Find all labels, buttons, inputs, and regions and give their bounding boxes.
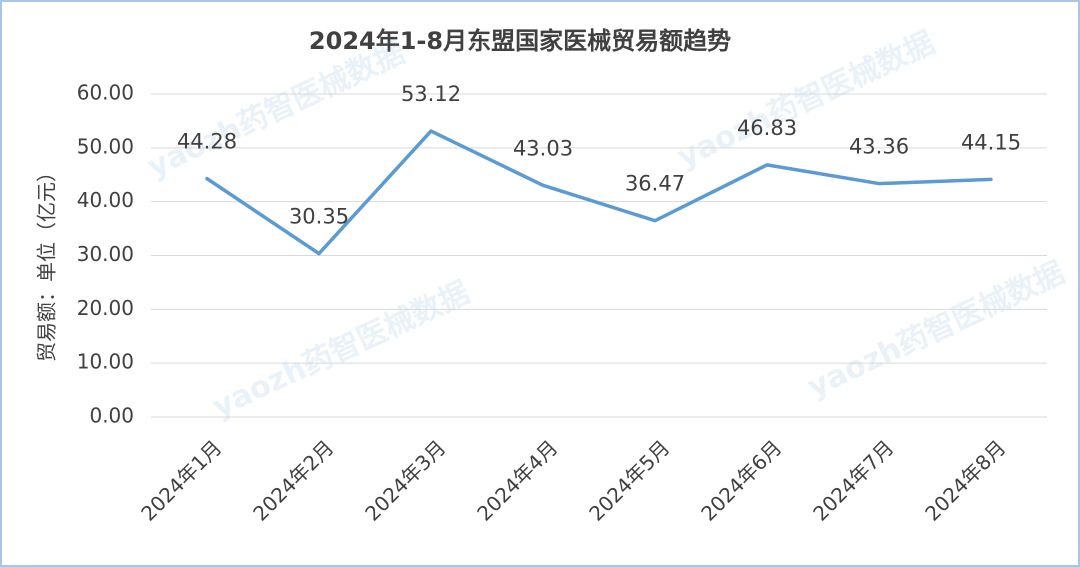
y-tick-label: 50.00 <box>77 134 134 158</box>
y-tick-label: 40.00 <box>77 188 134 212</box>
y-tick-label: 20.00 <box>77 296 134 320</box>
data-label: 43.36 <box>849 135 909 159</box>
data-label: 44.28 <box>177 130 237 154</box>
y-tick-label: 0.00 <box>89 404 134 428</box>
y-tick-label: 60.00 <box>77 81 134 105</box>
data-label: 36.47 <box>625 172 685 196</box>
data-label: 44.15 <box>961 130 1021 154</box>
data-label: 43.03 <box>513 136 573 160</box>
data-label: 46.83 <box>737 116 797 140</box>
y-tick-label: 10.00 <box>77 350 134 374</box>
data-label: 53.12 <box>401 82 461 106</box>
chart-title: 2024年1-8月东盟国家医械贸易额趋势 <box>309 27 731 55</box>
data-label: 30.35 <box>289 205 349 229</box>
y-tick-label: 30.00 <box>77 242 134 266</box>
data-line <box>205 129 993 256</box>
y-axis-title: 贸易额：单位（亿元） <box>35 162 59 362</box>
